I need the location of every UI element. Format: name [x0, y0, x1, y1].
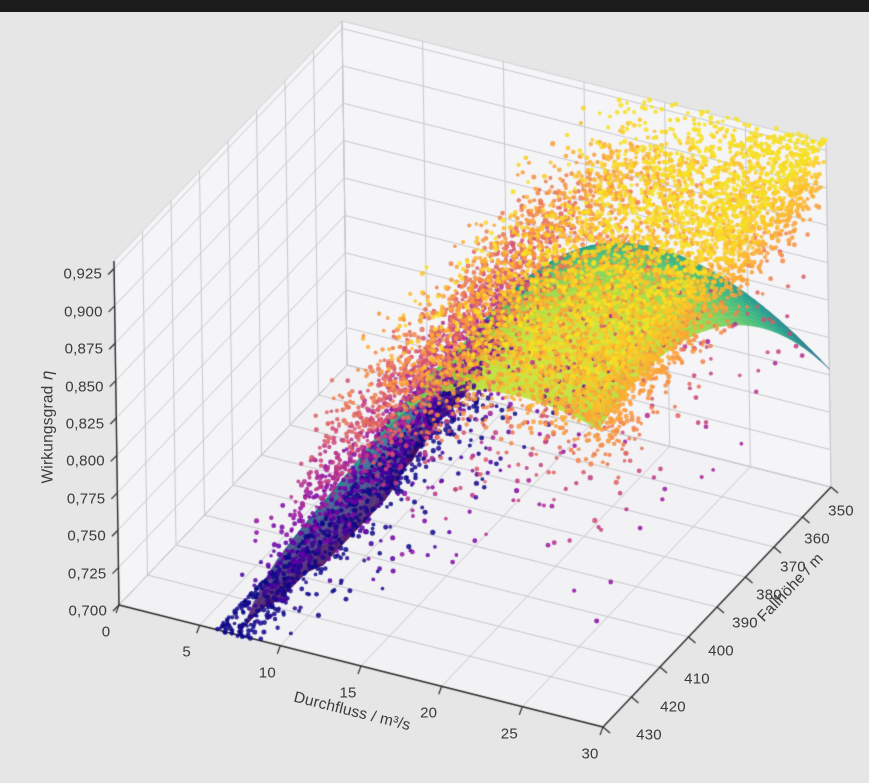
top-bar [0, 0, 869, 12]
